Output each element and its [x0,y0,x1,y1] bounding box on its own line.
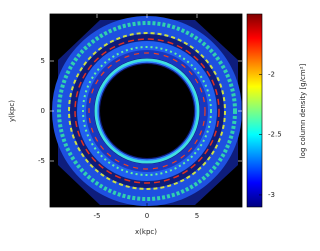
x-tick-label: 5 [195,212,199,220]
plot-frame [49,13,243,208]
x-tick-label: 0 [145,212,149,220]
x-axis-label: x(kpc) [135,228,157,236]
y-axis-label: y(kpc) [8,100,16,122]
colorbar-tick-label: -3 [268,191,275,199]
colorbar [246,13,263,208]
y-tick-label: 0 [41,107,45,115]
colorbar-label: log column density [g/cm²] [299,63,307,158]
x-tick-label: -5 [94,212,101,220]
y-tick-label: -5 [38,157,45,165]
density-image [52,16,242,206]
y-tick-label: 5 [41,57,45,65]
colorbar-tick-label: -2 [268,70,275,78]
colorbar-tick-label: -2.5 [268,131,282,139]
